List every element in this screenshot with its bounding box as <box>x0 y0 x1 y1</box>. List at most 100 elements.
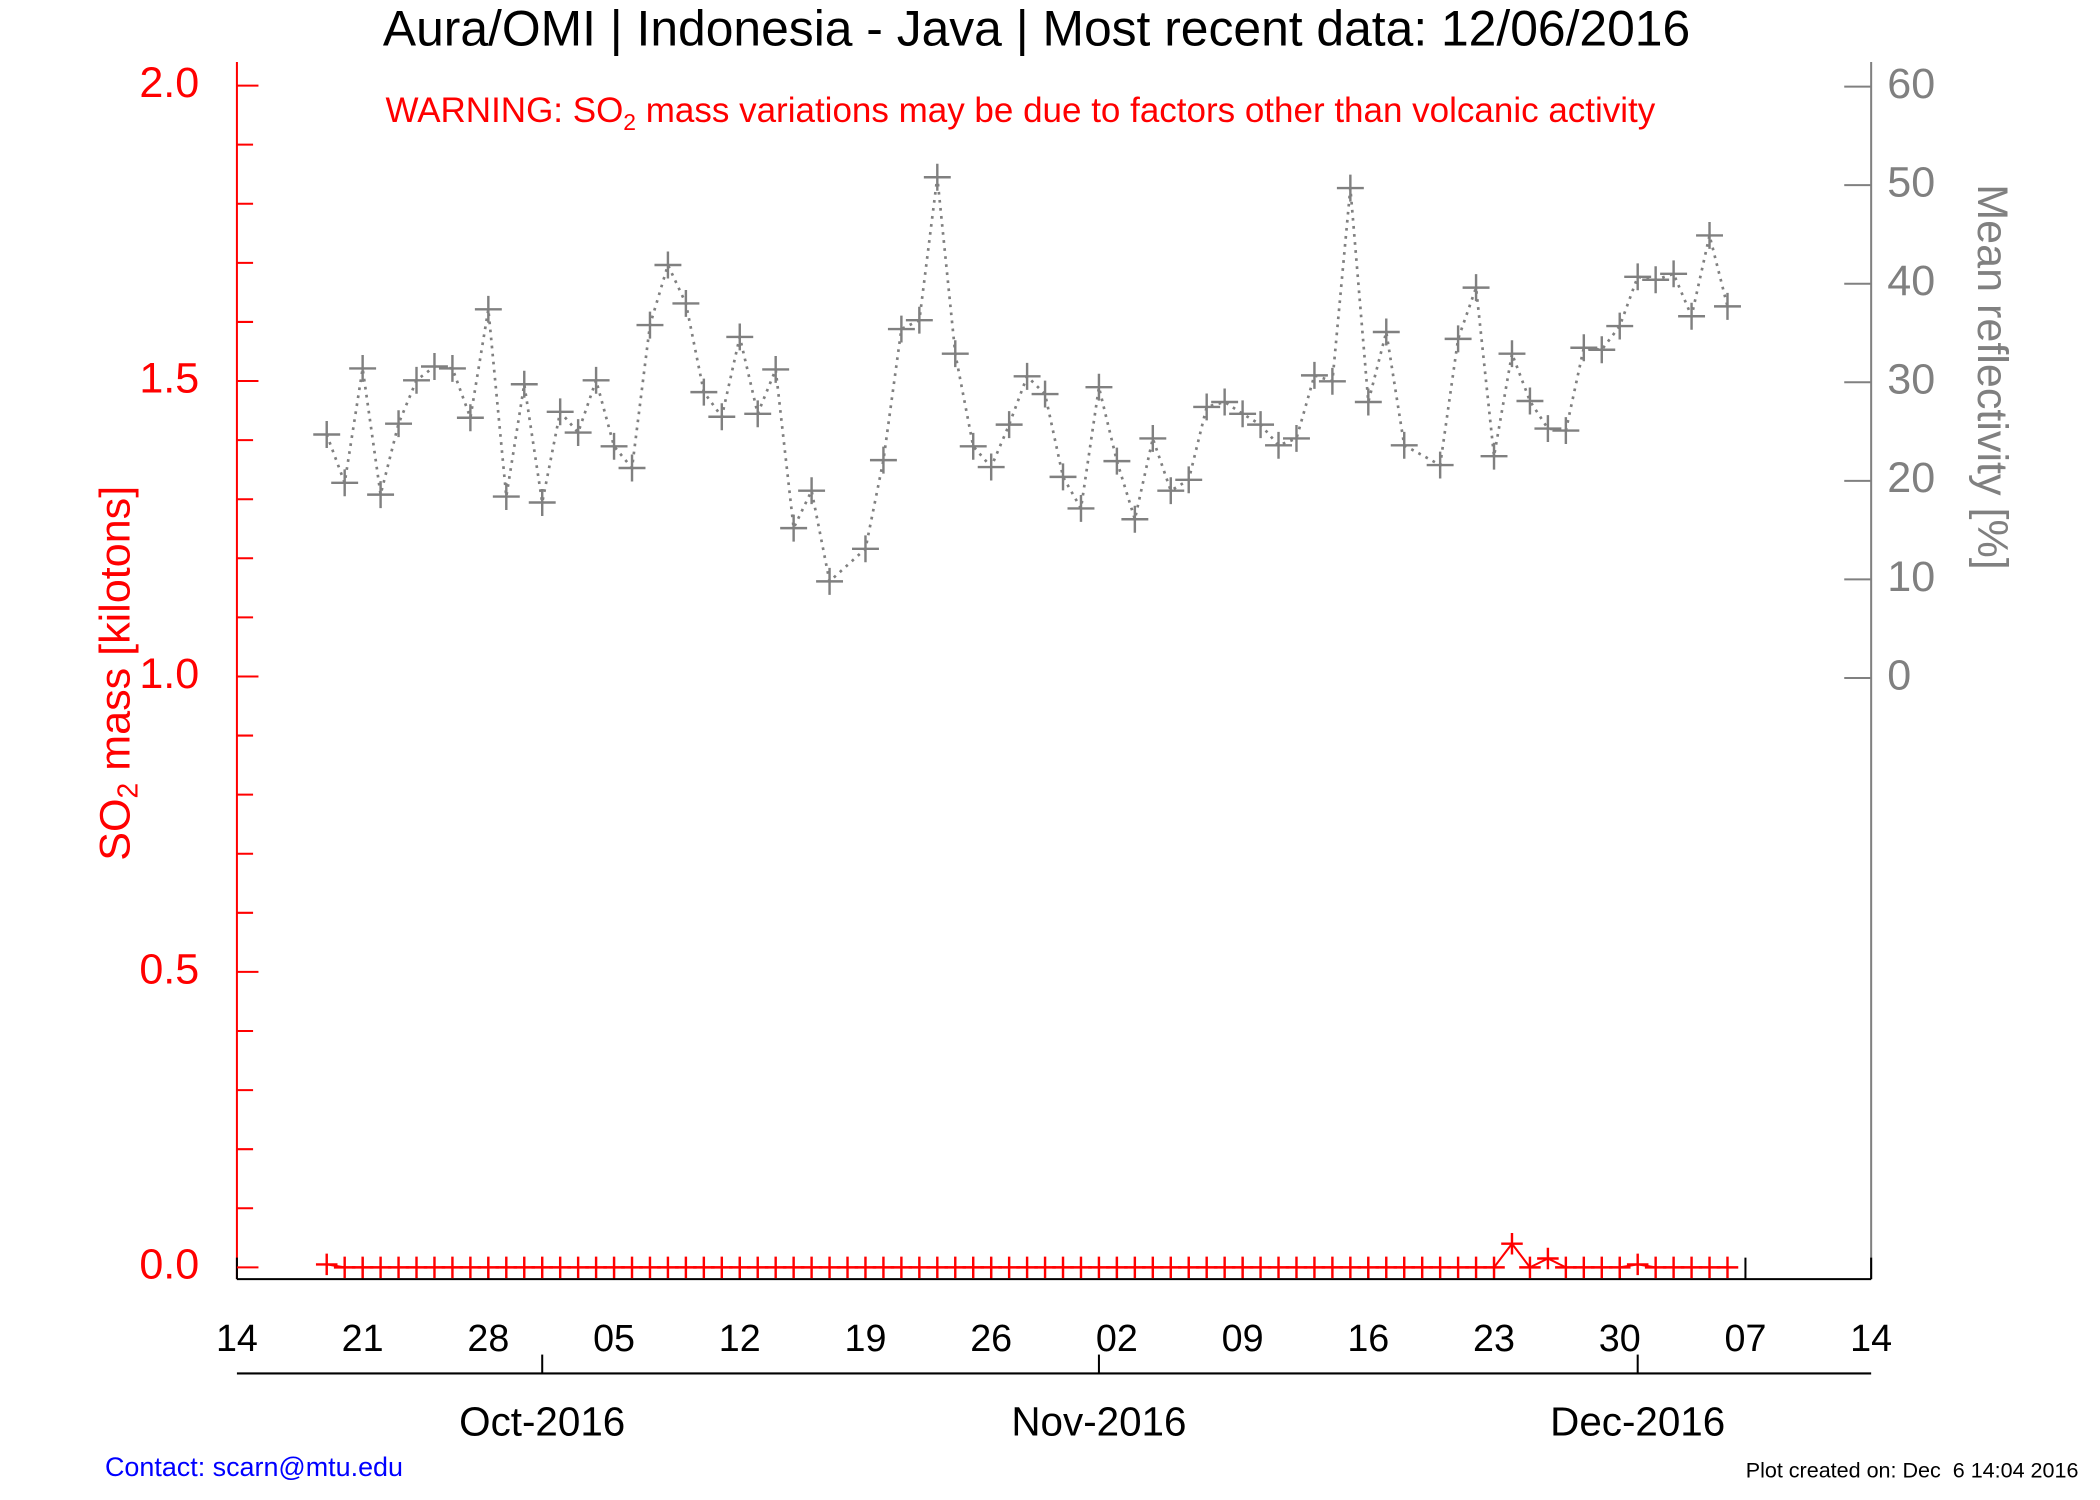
y-tick-label: 1.5 <box>139 354 199 402</box>
y-axis-label: SO2 mass [kilotons] <box>92 486 144 861</box>
point-marker <box>708 403 736 431</box>
point-marker <box>621 1256 643 1279</box>
warning-subscript: 2 <box>623 109 636 135</box>
point-marker <box>510 370 538 398</box>
point-marker <box>1680 1256 1703 1279</box>
point-marker <box>1106 1256 1128 1279</box>
point-marker <box>1193 393 1221 421</box>
point-marker <box>1537 1247 1559 1270</box>
chart-title: Aura/OMI | Indonesia - Java | Most recen… <box>383 0 1690 56</box>
point-marker <box>1303 1256 1326 1279</box>
x-tick-label: 14 <box>1850 1317 1892 1359</box>
point-marker <box>636 311 664 339</box>
point-marker <box>1231 1256 1254 1279</box>
point-marker <box>1483 1256 1505 1279</box>
point-marker <box>1606 312 1634 340</box>
point-marker <box>603 1256 625 1279</box>
point-marker <box>351 1256 374 1279</box>
point-marker <box>513 1256 536 1279</box>
point-marker <box>567 1256 589 1279</box>
point-marker <box>977 453 1005 481</box>
point-marker <box>1267 1256 1290 1279</box>
x-tick-label: 26 <box>970 1317 1012 1359</box>
x-tick-label: 07 <box>1724 1317 1766 1359</box>
point-marker <box>639 1256 661 1279</box>
point-marker <box>474 295 502 323</box>
point-marker <box>852 535 879 563</box>
point-marker <box>1249 1256 1272 1279</box>
point-marker <box>998 1256 1020 1279</box>
point-marker <box>1555 1256 1577 1279</box>
point-marker <box>369 1256 392 1279</box>
warning: WARNING: SO2 mass variations may be due … <box>385 91 1655 135</box>
point-marker <box>728 1256 751 1279</box>
point-marker <box>1516 387 1544 415</box>
point-marker <box>441 1256 464 1279</box>
point-marker <box>1662 1256 1685 1279</box>
warning-text: mass variations may be due to factors ot… <box>636 91 1656 130</box>
point-marker <box>1157 477 1185 505</box>
point-marker <box>1393 1256 1415 1279</box>
point-marker <box>995 411 1023 439</box>
point-marker <box>1159 1256 1182 1279</box>
point-marker <box>459 1256 482 1279</box>
point-marker <box>1321 1256 1344 1279</box>
point-marker <box>872 1256 895 1279</box>
x-tick-label: 09 <box>1222 1317 1264 1359</box>
point-marker <box>1444 325 1472 353</box>
point-marker <box>690 378 718 406</box>
x-tick-label: 12 <box>719 1317 761 1359</box>
point-marker <box>546 398 574 426</box>
point-marker <box>1447 1256 1469 1279</box>
x-tick-label: 02 <box>1096 1317 1138 1359</box>
point-marker <box>549 1256 571 1279</box>
point-marker <box>1462 274 1490 302</box>
x-tick-label: 28 <box>467 1317 509 1359</box>
point-marker <box>1195 1256 1218 1279</box>
point-marker <box>405 1256 428 1279</box>
point-marker <box>798 477 826 505</box>
point-marker <box>1390 431 1418 459</box>
point-marker <box>672 289 700 317</box>
y-tick-label: 0.5 <box>139 945 199 993</box>
point-marker <box>1660 260 1688 288</box>
y2-tick-label: 0 <box>1887 651 1911 699</box>
point-marker <box>1375 1256 1398 1279</box>
point-marker <box>1318 367 1346 395</box>
month-label: Nov-2016 <box>1011 1398 1186 1444</box>
month-label: Dec-2016 <box>1550 1398 1725 1444</box>
y2-axis-label: Mean reflectivity [%] <box>1968 184 2016 569</box>
point-marker <box>1121 505 1149 533</box>
point-marker <box>1411 1256 1433 1279</box>
point-marker <box>1016 1256 1038 1279</box>
x-tick-label: 05 <box>593 1317 635 1359</box>
point-marker <box>367 481 395 509</box>
point-marker <box>1465 1256 1487 1279</box>
point-marker <box>1213 1256 1236 1279</box>
point-marker <box>944 1256 967 1279</box>
point-marker <box>1696 221 1723 249</box>
point-marker <box>800 1256 823 1279</box>
point-marker <box>1372 318 1400 346</box>
point-marker <box>1642 266 1670 294</box>
point-marker <box>890 1256 913 1279</box>
y2-tick-label: 20 <box>1887 454 1935 502</box>
y-label-subscript: 2 <box>112 783 144 799</box>
point-marker <box>980 1256 1002 1279</box>
point-marker <box>869 446 897 474</box>
point-marker <box>1588 336 1616 364</box>
y2-tick-label: 50 <box>1887 159 1935 207</box>
point-marker <box>1552 417 1580 445</box>
point-marker <box>711 1256 733 1279</box>
point-marker <box>780 514 808 542</box>
point-marker <box>818 1256 841 1279</box>
point-marker <box>1031 380 1059 408</box>
point-marker <box>1052 1256 1074 1279</box>
point-marker <box>315 1253 338 1276</box>
point-marker <box>1519 1256 1541 1279</box>
point-marker <box>582 366 610 394</box>
point-marker <box>1067 494 1095 522</box>
point-marker <box>746 1256 769 1279</box>
point-marker <box>726 323 754 351</box>
